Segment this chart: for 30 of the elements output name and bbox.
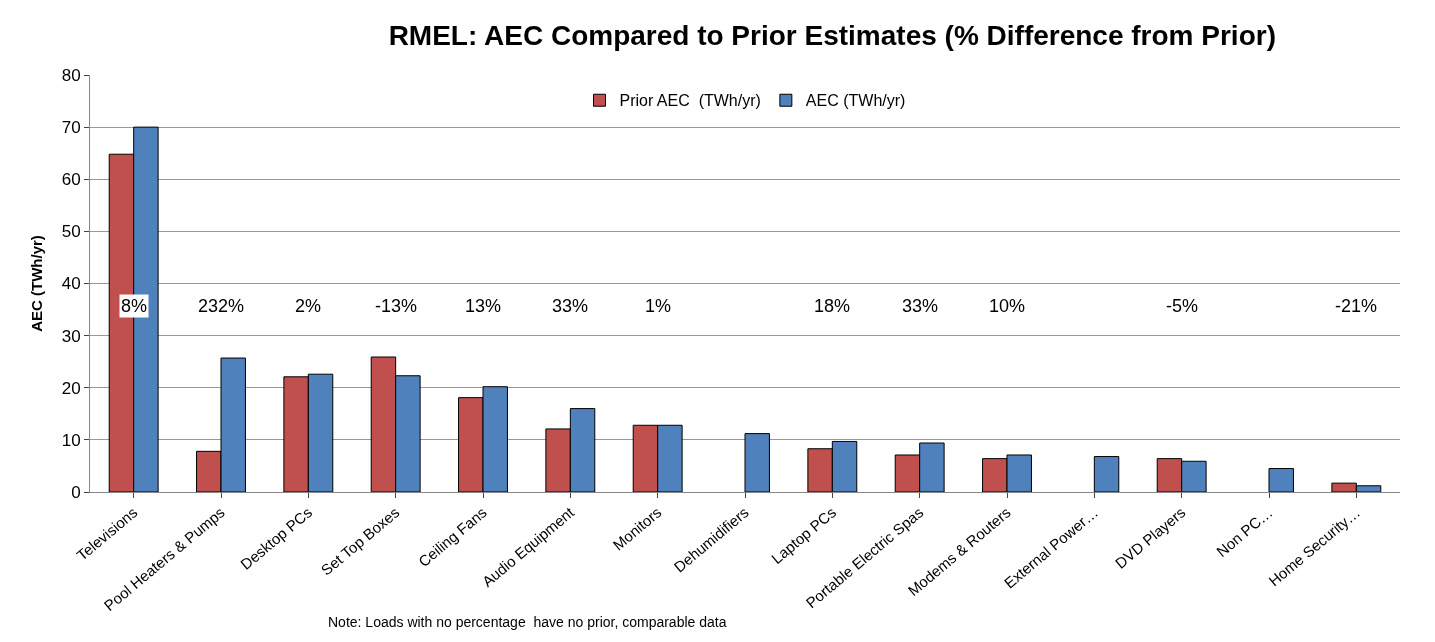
chart-title: RMEL: AEC Compared to Prior Estimates (% Difference from Prior) xyxy=(388,20,1276,52)
y-tick-label: 40 xyxy=(61,274,81,294)
bar xyxy=(1268,468,1294,492)
annotation: -21% xyxy=(1335,296,1378,316)
legend-label: Prior AEC (TWh/yr) xyxy=(619,92,761,110)
annotation: 10% xyxy=(989,296,1026,316)
y-tick-label: 70 xyxy=(61,118,81,138)
bar xyxy=(1093,456,1120,492)
y-tick-label: 10 xyxy=(61,430,81,450)
annotation: -5% xyxy=(1166,296,1199,316)
legend-label: AEC (TWh/yr) xyxy=(805,92,906,110)
annotation: 1% xyxy=(645,296,672,316)
bar xyxy=(744,433,770,492)
annotation: 2% xyxy=(295,296,322,316)
y-tick-label: 0 xyxy=(71,482,81,502)
annotation: 232% xyxy=(198,296,245,316)
annotation: -13% xyxy=(375,296,418,316)
text: Note: Loads with no percentage have no prior, comparable data xyxy=(328,614,727,630)
x-tick-label: Non PC… xyxy=(1213,503,1276,560)
y-tick-label: 20 xyxy=(61,378,81,398)
annotation: 13% xyxy=(465,296,502,316)
annotation: 33% xyxy=(552,296,589,316)
annotation: 8% xyxy=(121,296,148,316)
y-tick-label: 80 xyxy=(61,65,81,85)
y-tick-label: 60 xyxy=(61,170,81,190)
annotation: 33% xyxy=(902,296,939,316)
annotation: 18% xyxy=(814,296,851,316)
y-axis-title: AEC (TWh/yr) xyxy=(27,235,45,332)
y-tick-label: 30 xyxy=(61,326,81,346)
y-tick-label: 50 xyxy=(61,222,81,242)
